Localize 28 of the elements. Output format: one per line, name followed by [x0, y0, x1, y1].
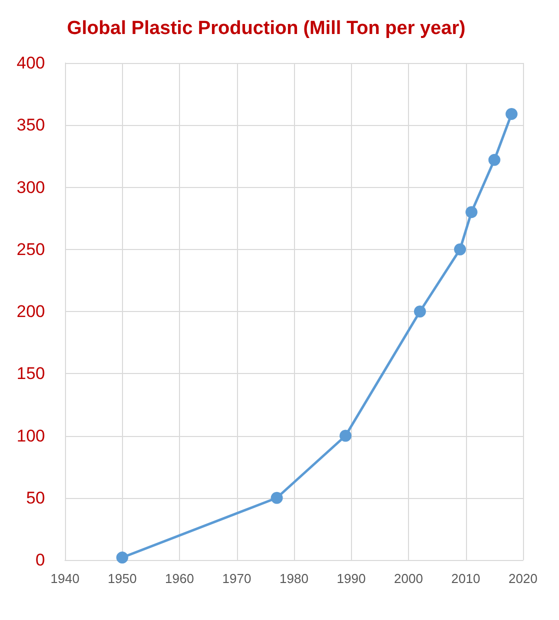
- y-tick-label: 300: [16, 178, 45, 197]
- x-tick-label: 1960: [165, 571, 194, 586]
- point: [454, 243, 466, 256]
- point: [414, 306, 426, 318]
- y-tick-label: 150: [16, 364, 45, 384]
- x-tick-label: 2000: [394, 571, 423, 586]
- y-tick-label: 200: [16, 302, 45, 321]
- y-tick-label: 250: [16, 240, 45, 259]
- x-tick-label: 1970: [222, 571, 252, 586]
- point: [465, 206, 478, 218]
- x-tick-label: 2010: [451, 571, 480, 586]
- chart-subtitle: (Mill Ton per year): [303, 18, 466, 39]
- chart-title: Global Plastic Production: [67, 18, 298, 39]
- y-tick-label: 0: [36, 550, 45, 570]
- y-tick-label: 400: [16, 54, 45, 72]
- x-tick-label: 2020: [508, 571, 538, 586]
- y-tick-label: 100: [16, 426, 45, 446]
- point: [488, 154, 500, 166]
- point: [270, 492, 283, 504]
- point: [506, 108, 518, 120]
- x-tick-label: 1990: [336, 571, 366, 586]
- x-tick-label: 1940: [50, 571, 80, 586]
- point: [340, 430, 352, 442]
- y-tick-label: 350: [16, 116, 45, 135]
- y-tick-label: 50: [26, 488, 45, 508]
- point: [116, 552, 128, 564]
- x-tick-label: 1980: [280, 571, 308, 586]
- x-tick-label: 1950: [108, 571, 137, 586]
